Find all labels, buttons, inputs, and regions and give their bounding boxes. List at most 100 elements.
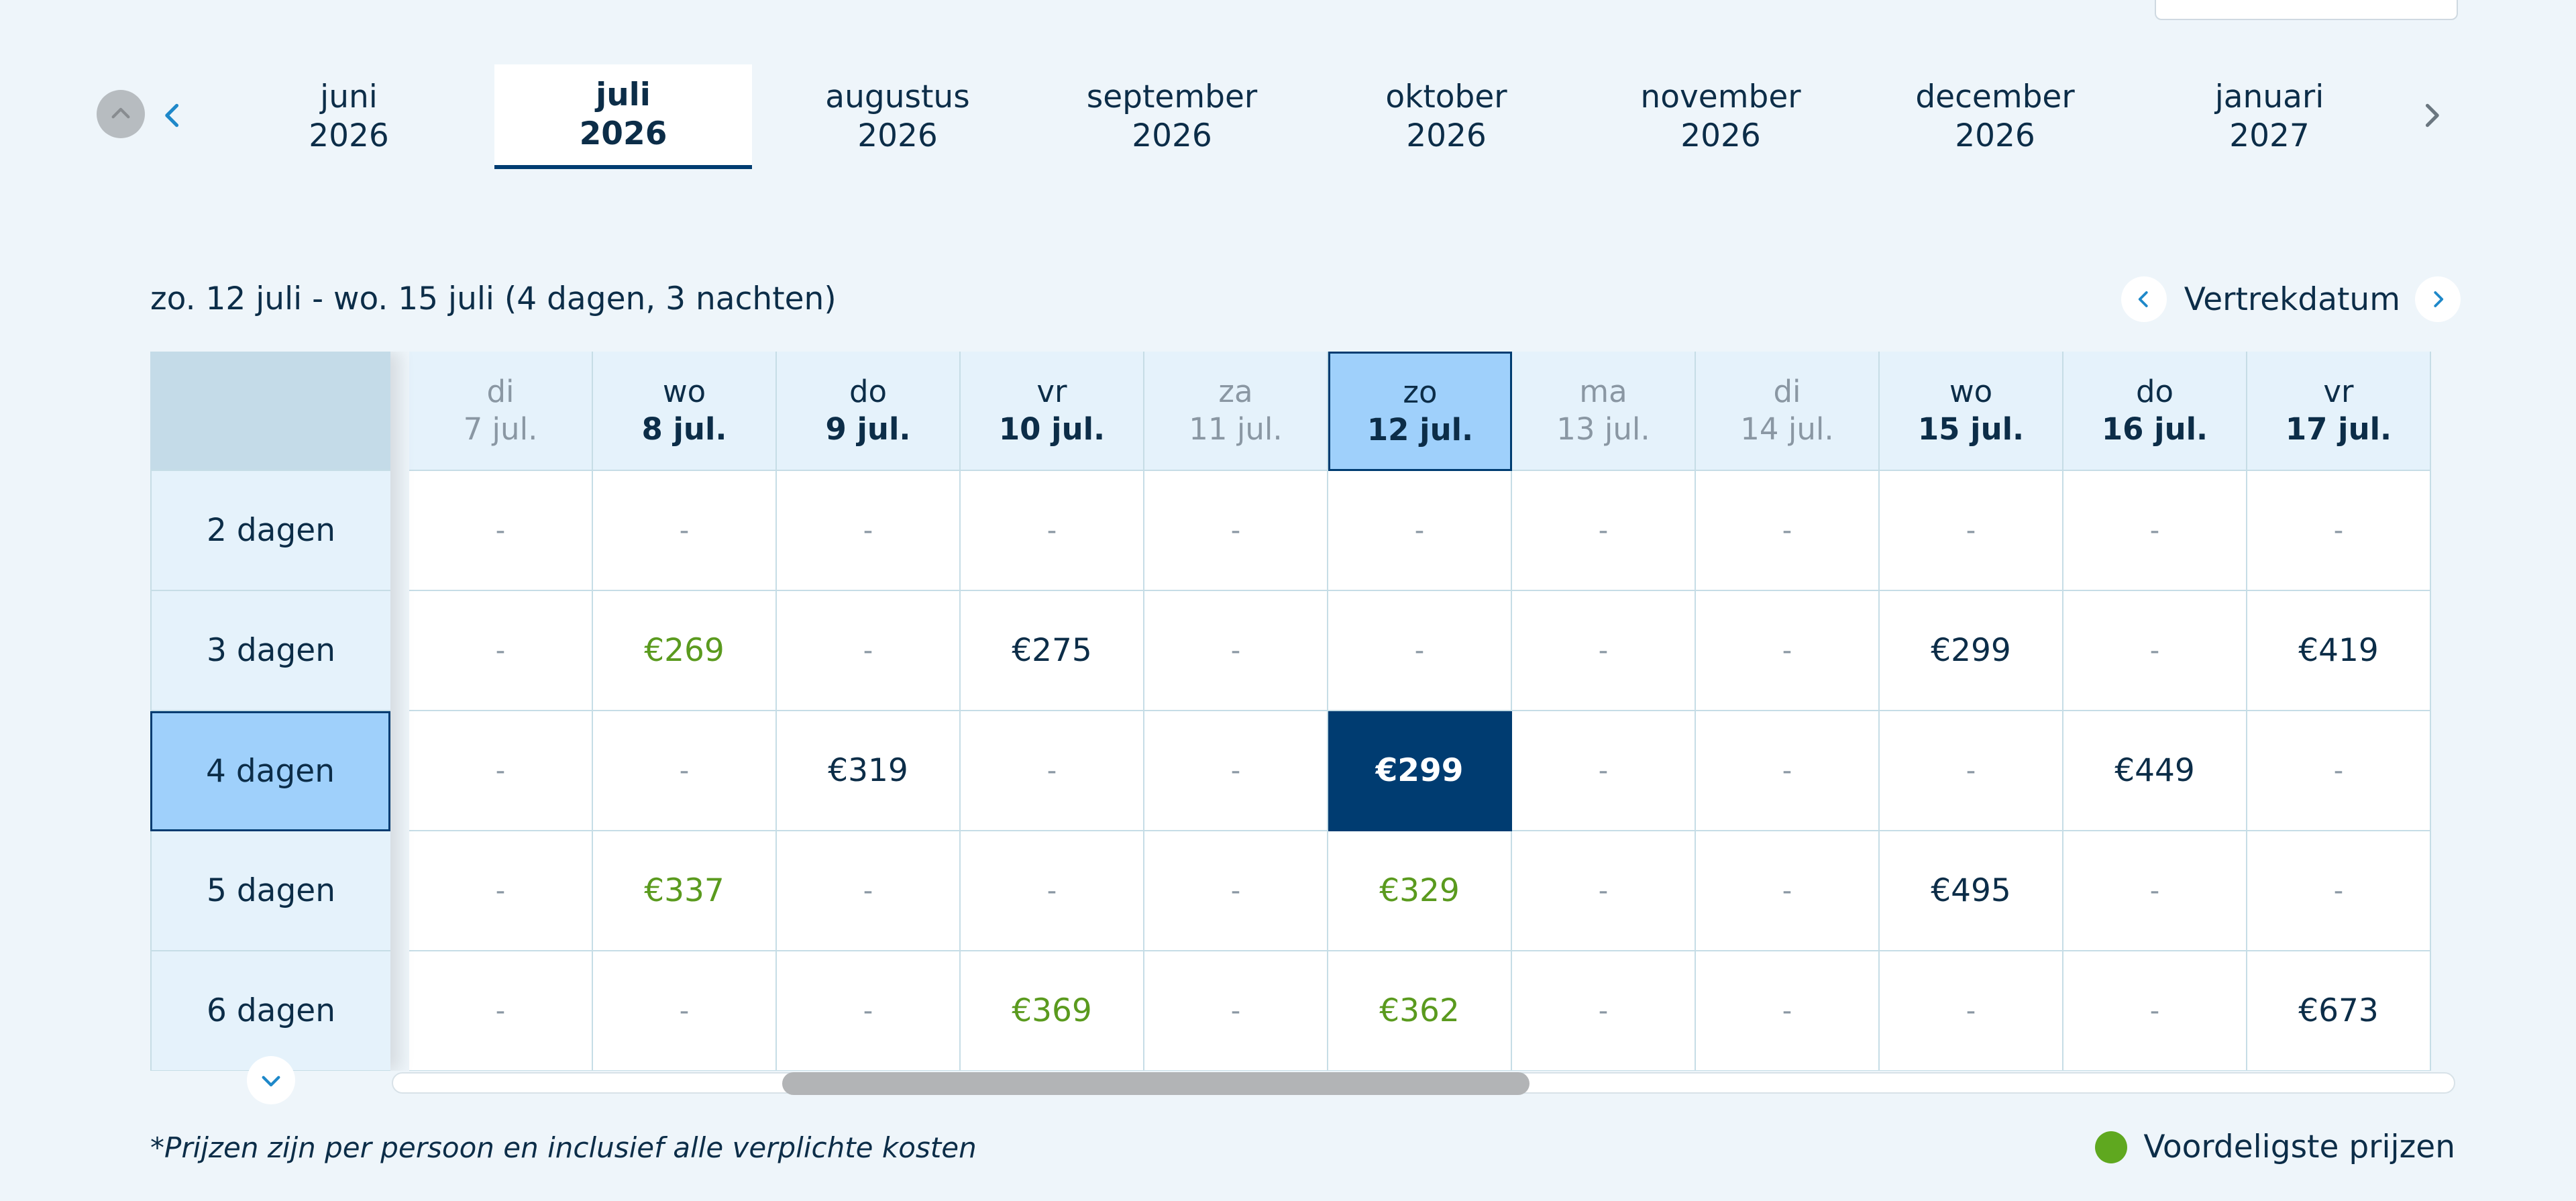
weekday-label: di — [1773, 374, 1801, 409]
price-cell[interactable]: €299 — [1880, 591, 2063, 711]
price-cell-empty: - — [409, 951, 593, 1071]
month-tab-year: 2026 — [1955, 117, 2035, 154]
date-column-header[interactable]: di 7 jul. — [409, 352, 593, 471]
price-cell-empty: - — [777, 951, 961, 1071]
legend-color-dot — [2095, 1131, 2128, 1163]
month-tab-year: 2026 — [1680, 117, 1761, 154]
price-cell-empty: - — [1696, 831, 1880, 951]
weekday-label: vr — [1036, 374, 1067, 409]
date-column-header[interactable]: wo 8 jul. — [593, 352, 777, 471]
price-cell[interactable]: €419 — [2247, 591, 2431, 711]
price-cell[interactable]: €319 — [777, 711, 961, 831]
price-cell[interactable]: €275 — [961, 591, 1144, 711]
month-tab-juni[interactable]: juni 2026 — [220, 64, 478, 169]
date-column-header[interactable]: do 9 jul. — [777, 352, 961, 471]
scroll-up-button[interactable] — [97, 90, 145, 138]
duration-row-label[interactable]: 6 dagen — [150, 951, 390, 1071]
date-column-header[interactable]: wo 15 jul. — [1880, 352, 2063, 471]
date-column-header[interactable]: ma 13 jul. — [1512, 352, 1696, 471]
price-cell-empty: - — [1696, 711, 1880, 831]
price-cell[interactable]: €269 — [593, 591, 777, 711]
date-column-header[interactable]: za 11 jul. — [1144, 352, 1328, 471]
date-label: 14 jul. — [1740, 411, 1834, 447]
month-tab-year: 2026 — [1406, 117, 1487, 154]
date-column: ma 13 jul. - - - - - — [1512, 352, 1696, 1071]
chevron-left-icon — [2138, 291, 2148, 307]
price-cell[interactable]: €299 — [1328, 711, 1512, 831]
month-tab-oktober[interactable]: oktober 2026 — [1318, 64, 1575, 169]
price-cell[interactable]: €337 — [593, 831, 777, 951]
month-navigation: juni 2026 juli 2026 augustus 2026 september 202… — [146, 64, 2467, 172]
month-tab-month: januari — [2214, 79, 2324, 115]
date-column-header[interactable]: vr 10 jul. — [961, 352, 1144, 471]
price-cell[interactable]: €369 — [961, 951, 1144, 1071]
prev-departure-button[interactable] — [2121, 276, 2167, 322]
price-cell-empty: - — [2063, 831, 2247, 951]
date-label: 10 jul. — [998, 411, 1106, 447]
date-column: zo 12 jul. - - €299 €329 €362 — [1328, 352, 1512, 1071]
prev-month-button[interactable] — [146, 89, 200, 142]
date-column: wo 15 jul. - €299- €495- — [1880, 352, 2063, 1071]
price-cell[interactable]: €673 — [2247, 951, 2431, 1071]
price-cell-empty: - — [1880, 711, 2063, 831]
duration-row-label[interactable]: 3 dagen — [150, 591, 390, 711]
price-cell-empty: - — [2063, 591, 2247, 711]
month-tab-month: november — [1640, 79, 1801, 115]
date-label: 8 jul. — [641, 411, 727, 447]
date-column: vr 17 jul. - €419- - €673 — [2247, 352, 2431, 1071]
date-column: di 7 jul. - - - - - — [409, 352, 593, 1071]
month-tab-november[interactable]: november 2026 — [1592, 64, 1849, 169]
price-cell-empty: - — [1512, 711, 1696, 831]
month-tab-month: augustus — [825, 79, 970, 115]
date-label: 15 jul. — [1917, 411, 2025, 447]
next-departure-button[interactable] — [2415, 276, 2461, 322]
duration-column-header — [150, 352, 390, 471]
price-cell-empty: - — [1512, 831, 1696, 951]
month-tab-december[interactable]: december 2026 — [1866, 64, 2124, 169]
price-cell[interactable]: €449 — [2063, 711, 2247, 831]
date-label: 9 jul. — [825, 411, 911, 447]
select-dropdown[interactable] — [2155, 0, 2458, 20]
duration-row-label[interactable]: 5 dagen — [150, 831, 390, 951]
scroll-down-button[interactable] — [247, 1056, 295, 1104]
price-cell-empty: - — [961, 831, 1144, 951]
month-tab-month: oktober — [1385, 79, 1507, 115]
date-label: 7 jul. — [463, 411, 538, 447]
month-tab-month: september — [1086, 79, 1258, 115]
price-cell-empty: - — [1880, 471, 2063, 591]
next-month-button[interactable] — [2404, 89, 2458, 142]
date-label: 13 jul. — [1556, 411, 1650, 447]
price-cell-empty: - — [961, 471, 1144, 591]
horizontal-scrollbar-thumb[interactable] — [782, 1072, 1529, 1095]
price-cell-empty: - — [409, 711, 593, 831]
month-tab-augustus[interactable]: augustus 2026 — [769, 64, 1026, 169]
price-cell-empty: - — [1144, 711, 1328, 831]
month-tab-year: 2027 — [2229, 117, 2310, 154]
month-tab-januari[interactable]: januari 2027 — [2141, 64, 2398, 169]
month-tab-juli[interactable]: juli 2026 — [494, 64, 752, 169]
weekday-label: za — [1218, 374, 1253, 409]
weekday-label: ma — [1579, 374, 1627, 409]
price-cell-empty: - — [1512, 951, 1696, 1071]
price-cell-empty: - — [1144, 951, 1328, 1071]
price-cell[interactable]: €495 — [1880, 831, 2063, 951]
price-cell[interactable]: €362 — [1328, 951, 1512, 1071]
price-cell-empty: - — [1880, 951, 2063, 1071]
date-column: do 16 jul. - - €449- - — [2063, 352, 2247, 1071]
price-cell-empty: - — [2247, 711, 2431, 831]
month-tab-month: december — [1915, 79, 2075, 115]
price-cell-empty: - — [1512, 471, 1696, 591]
price-cell[interactable]: €329 — [1328, 831, 1512, 951]
date-column-header[interactable]: di 14 jul. — [1696, 352, 1880, 471]
weekday-label: wo — [1949, 374, 1993, 409]
date-column-header[interactable]: vr 17 jul. — [2247, 352, 2431, 471]
price-cell-empty: - — [2063, 951, 2247, 1071]
duration-row-label[interactable]: 2 dagen — [150, 471, 390, 591]
price-cell-empty: - — [1512, 591, 1696, 711]
date-column-header[interactable]: zo 12 jul. — [1328, 352, 1512, 471]
weekday-label: do — [849, 374, 888, 409]
duration-row-label[interactable]: 4 dagen — [150, 711, 390, 831]
date-column: za 11 jul. - - - - - — [1144, 352, 1328, 1071]
date-column-header[interactable]: do 16 jul. — [2063, 352, 2247, 471]
month-tab-september[interactable]: september 2026 — [1043, 64, 1301, 169]
